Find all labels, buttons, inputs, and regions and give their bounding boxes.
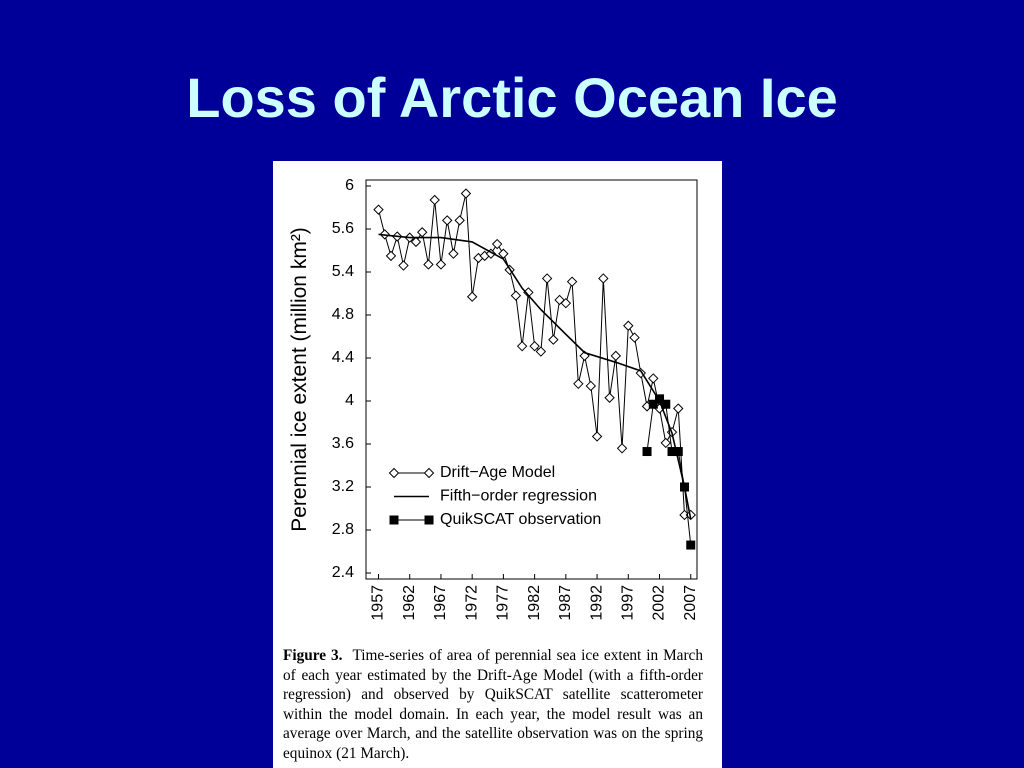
data-point — [554, 294, 565, 306]
data-point — [491, 238, 503, 250]
data-point — [660, 437, 671, 449]
data-point — [673, 403, 684, 414]
y-axis-label: Perennial ice extent (million km²) — [288, 227, 311, 532]
legend-label: Drift−Age Model — [440, 464, 555, 481]
x-tick-label: 1997 — [620, 585, 637, 621]
y-tick-label: 3.2 — [332, 478, 354, 495]
data-point — [686, 540, 696, 550]
data-point — [629, 332, 640, 343]
x-tick-label: 1977 — [495, 585, 512, 621]
data-point — [591, 431, 603, 442]
data-point — [598, 273, 609, 284]
x-tick-label: 2002 — [651, 585, 668, 621]
data-point — [423, 259, 434, 270]
x-tick-label: 1987 — [557, 585, 574, 621]
data-point — [548, 334, 559, 345]
legend-marker — [388, 467, 400, 479]
x-tick-label: 1972 — [463, 585, 480, 621]
data-point — [385, 250, 397, 262]
y-tick-label: 4.4 — [332, 349, 354, 366]
plot-frame — [365, 179, 698, 580]
data-point — [535, 346, 547, 357]
data-point — [616, 443, 628, 454]
slide-title: Loss of Arctic Ocean Ice — [186, 66, 838, 129]
y-tick-label: 4.8 — [332, 306, 354, 323]
caption-text: Time-series of area of perennial sea ice… — [283, 647, 703, 762]
legend-marker — [423, 467, 435, 479]
data-point — [610, 350, 622, 362]
figure-panel — [273, 161, 722, 768]
caption-label: Figure 3. — [283, 647, 343, 664]
data-point — [373, 204, 384, 215]
data-point — [585, 380, 597, 392]
data-point — [448, 248, 459, 259]
x-tick-label: 1957 — [370, 585, 387, 621]
x-tick-label: 1992 — [588, 585, 605, 621]
data-point — [648, 399, 658, 409]
data-point — [648, 373, 659, 384]
data-point — [560, 297, 572, 309]
data-point — [466, 291, 478, 302]
data-point — [673, 447, 683, 457]
x-tick-label: 2007 — [682, 585, 699, 621]
legend-label: QuikSCAT observation — [440, 511, 601, 528]
data-point — [460, 188, 472, 199]
data-point — [541, 273, 553, 284]
data-point — [435, 259, 447, 270]
y-tick-label: 5.6 — [332, 220, 354, 237]
data-point — [623, 320, 634, 331]
data-point — [441, 215, 453, 226]
y-tick-label: 5.4 — [332, 263, 354, 280]
data-point — [661, 399, 671, 409]
data-point — [516, 340, 528, 352]
legend-label: Fifth−order regression — [440, 488, 597, 505]
data-point — [417, 227, 428, 238]
data-point — [573, 378, 584, 390]
data-point — [680, 482, 690, 492]
legend-marker — [424, 515, 434, 525]
y-tick-label: 4 — [345, 392, 354, 409]
data-point — [510, 290, 522, 301]
data-point — [410, 236, 422, 248]
series-line — [646, 398, 692, 546]
data-point — [642, 447, 652, 457]
data-point — [529, 340, 540, 352]
data-point — [454, 215, 465, 226]
y-tick-label: 2.4 — [332, 564, 354, 581]
data-point — [604, 392, 615, 403]
y-tick-label: 3.6 — [332, 435, 354, 452]
legend-marker — [389, 515, 399, 525]
data-point — [566, 276, 578, 287]
data-point — [429, 194, 440, 206]
data-point — [655, 394, 665, 404]
data-point — [398, 260, 409, 271]
y-tick-label: 6 — [345, 177, 354, 194]
x-tick-label: 1962 — [401, 585, 418, 621]
x-tick-label: 1967 — [432, 585, 449, 621]
caption: Figure 3. Time-series of area of perennia… — [283, 646, 703, 764]
x-tick-label: 1982 — [526, 585, 543, 621]
y-tick-label: 2.8 — [332, 521, 354, 538]
data-point — [667, 447, 677, 457]
